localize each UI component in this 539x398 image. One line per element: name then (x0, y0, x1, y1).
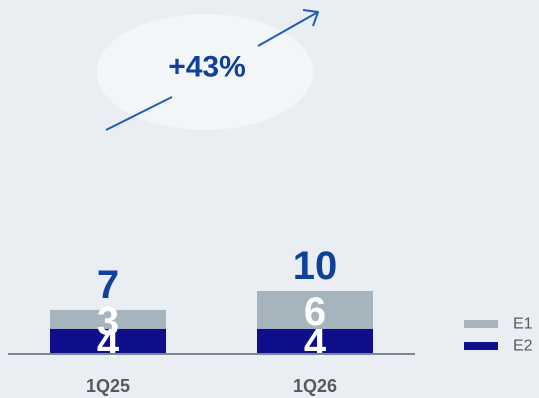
growth-arrow (105, 9, 319, 131)
legend-label-e1: E1 (513, 316, 533, 333)
category-label-1q26: 1Q26 (293, 376, 337, 396)
arrow-segment-lower (105, 96, 173, 131)
total-label-1q25: 7 (97, 263, 119, 307)
bar-label-e1-1q25: 3 (97, 299, 119, 343)
bar-e1-1q26 (257, 291, 373, 329)
bar-e2-1q25 (50, 328, 166, 354)
legend-label-e2: E2 (513, 338, 533, 355)
category-label-1q25: 1Q25 (86, 376, 130, 396)
bar-e1-1q25 (50, 309, 166, 329)
arrow-segment-upper (257, 11, 319, 47)
legend-swatch-e1 (464, 320, 498, 328)
total-label-1q26: 10 (293, 244, 338, 288)
growth-annotation: +43% (168, 51, 246, 84)
bar-label-e1-1q26: 6 (304, 290, 326, 334)
arrowhead-icon (302, 9, 319, 27)
legend-swatch-e2 (464, 342, 498, 350)
growth-bubble (97, 14, 313, 130)
bar-e2-1q26 (257, 328, 373, 354)
